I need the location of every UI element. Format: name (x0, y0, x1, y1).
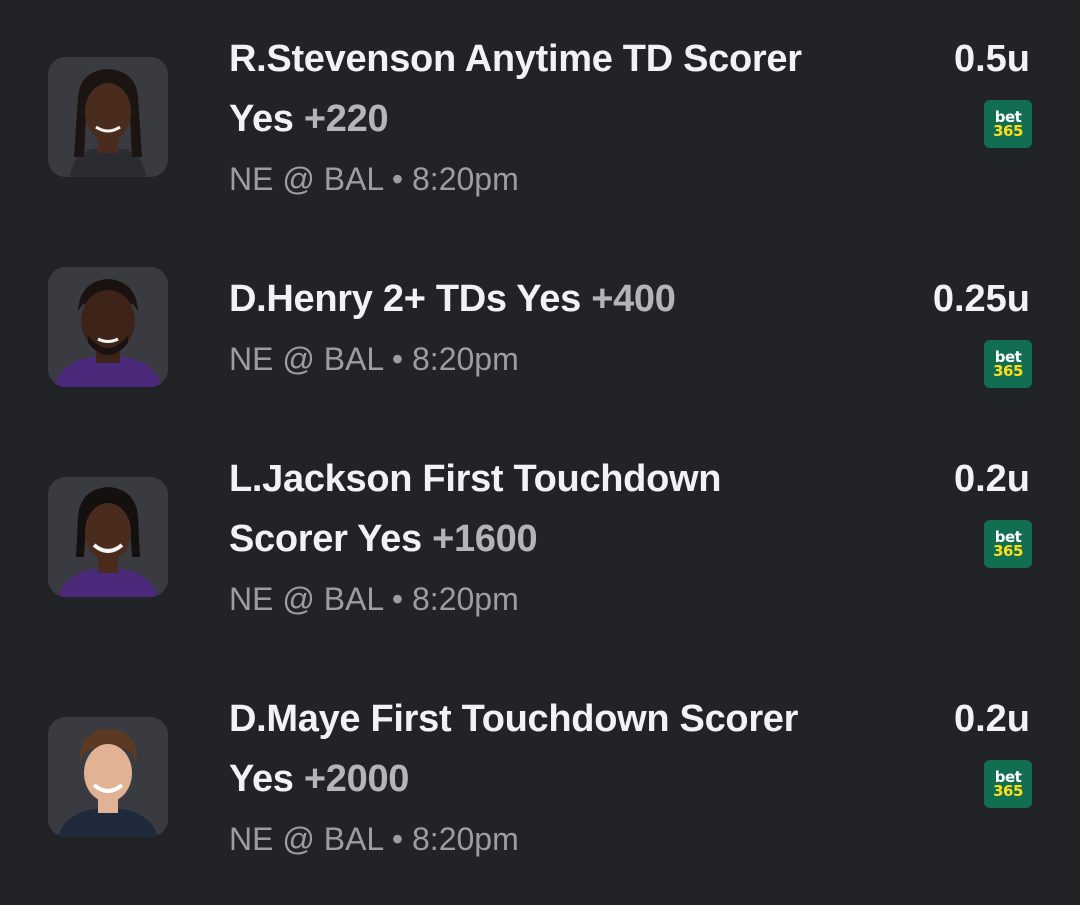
matchup: NE @ BAL (229, 581, 384, 617)
bet-odds: +1600 (432, 518, 538, 560)
bet-title-line: Yes (229, 98, 294, 140)
bet-odds: +2000 (303, 758, 410, 800)
bet-title-line: D.Maye First Touchdown Scorer (229, 698, 799, 740)
bet-row[interactable]: R.Stevenson Anytime TD Scorer Yes +220 N… (0, 0, 1080, 220)
bet-title-line: Scorer Yes (229, 518, 422, 560)
game-time: 8:20pm (412, 581, 519, 617)
bet-title-line: R.Stevenson Anytime TD Scorer (229, 38, 802, 80)
bet-title-line: D.Henry 2+ TDs Yes (229, 278, 581, 320)
matchup: NE @ BAL (229, 821, 384, 857)
bet-odds: +220 (303, 98, 389, 140)
player-avatar (48, 267, 168, 387)
bet365-logo-icon: bet 365 (984, 340, 1032, 388)
player-headshot-icon (48, 267, 168, 387)
units-stake: 0.2u (953, 698, 1030, 740)
player-avatar (48, 717, 168, 837)
units-stake: 0.5u (953, 38, 1030, 80)
matchup: NE @ BAL (229, 341, 384, 377)
game-time: 8:20pm (412, 161, 519, 197)
game-info: NE @ BAL • 8:20pm (229, 819, 869, 859)
bet-row[interactable]: D.Henry 2+ TDs Yes +400 NE @ BAL • 8:20p… (0, 240, 1080, 420)
game-info: NE @ BAL • 8:20pm (229, 579, 869, 619)
game-info: NE @ BAL • 8:20pm (229, 339, 869, 379)
units-stake: 0.25u (932, 278, 1030, 320)
player-headshot-icon (48, 477, 168, 597)
bet-title-line: Yes (229, 758, 294, 800)
game-info: NE @ BAL • 8:20pm (229, 159, 869, 199)
player-headshot-icon (48, 717, 168, 837)
bet365-logo-icon: bet 365 (984, 520, 1032, 568)
separator-dot: • (391, 161, 404, 197)
game-time: 8:20pm (412, 821, 519, 857)
player-avatar (48, 477, 168, 597)
bet-odds: +400 (591, 278, 676, 320)
bet-title-line: L.Jackson First Touchdown (229, 458, 722, 500)
units-stake: 0.2u (953, 458, 1030, 500)
separator-dot: • (391, 581, 404, 617)
player-headshot-icon (48, 57, 168, 177)
bet365-logo-icon: bet 365 (984, 100, 1032, 148)
player-avatar (48, 57, 168, 177)
bet365-logo-icon: bet 365 (984, 760, 1032, 808)
game-time: 8:20pm (412, 341, 519, 377)
bet-row[interactable]: L.Jackson First Touchdown Scorer Yes +16… (0, 420, 1080, 660)
bet-row[interactable]: D.Maye First Touchdown Scorer Yes +2000 … (0, 660, 1080, 900)
separator-dot: • (391, 341, 404, 377)
separator-dot: • (391, 821, 404, 857)
matchup: NE @ BAL (229, 161, 384, 197)
